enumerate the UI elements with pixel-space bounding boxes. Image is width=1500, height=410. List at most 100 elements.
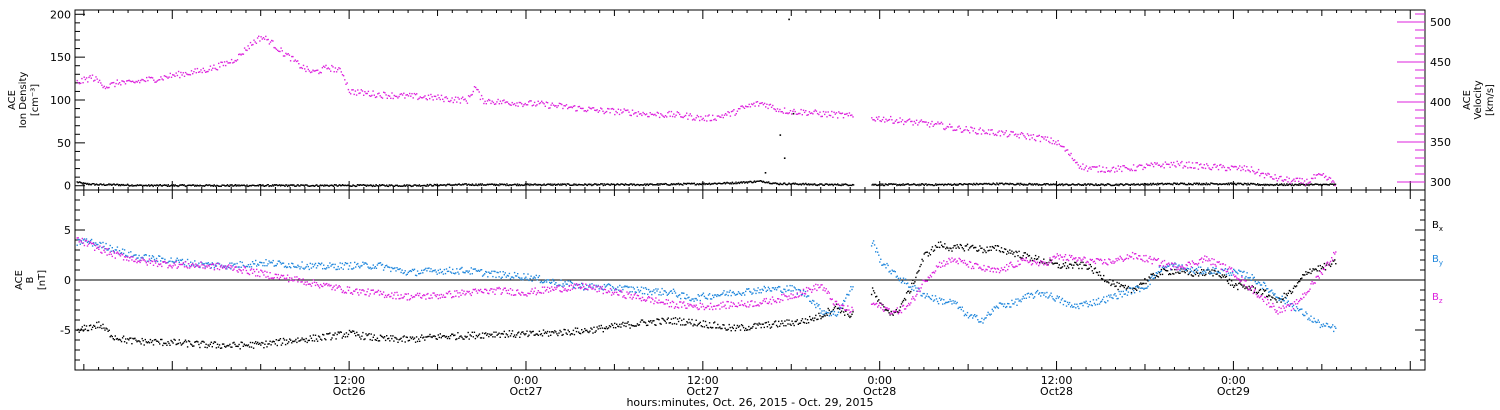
density-series-point [1228,183,1231,186]
by-series-point [940,299,942,301]
bx-series-point [1086,268,1088,270]
bx-series-point [1262,289,1265,291]
by-series-point [103,245,105,248]
velocity-series-point [180,71,182,74]
density-series-point [1225,183,1227,185]
density-series-point [484,184,486,186]
by-series-point [226,268,228,270]
bx-series-point [505,333,507,335]
velocity-series-point [497,98,499,101]
velocity-series-point [97,81,100,83]
density-series-point [131,184,133,186]
velocity-series-point [970,126,972,128]
density-series-point [1239,182,1241,184]
velocity-series-point [1083,168,1085,171]
velocity-series-point [159,79,161,81]
bx-series-point [245,344,248,346]
density-series-point [1048,184,1050,186]
density-series-point [528,183,530,185]
y-tick-label-velocity: 500 [1430,16,1451,29]
velocity-series-point [531,105,533,107]
bx-series-point [109,336,111,338]
density-series-point [1060,183,1063,185]
bx-series-point [1168,273,1170,276]
velocity-series-point [878,116,880,118]
by-series-point [582,284,584,286]
density-series-point [307,185,309,187]
bx-series-point [966,243,969,245]
density-series-point [1155,183,1157,185]
by-series-point [108,247,110,250]
density-series-point [443,184,445,186]
velocity-series-point [1273,178,1275,180]
density-series-point [662,183,665,185]
by-series-point [730,294,732,297]
by-series-point [273,265,275,267]
density-series-point [930,184,933,186]
by-series-point [578,283,581,286]
by-series-point [540,280,543,283]
velocity-series-point [404,97,406,99]
velocity-series-point [246,49,248,52]
velocity-series-point [895,119,898,121]
by-series-point [89,239,92,242]
bx-series-point [301,337,303,339]
density-series-point [941,183,943,185]
by-series-point [852,286,854,288]
bx-series-point [1194,273,1197,276]
bx-series-point [498,332,500,334]
velocity-series-point [681,116,683,118]
velocity-series-point [631,109,634,111]
by-series-point [114,249,116,251]
bx-series-point [539,333,542,336]
by-series-point [607,283,610,285]
velocity-series-point [1263,177,1266,179]
bx-series-point [1317,265,1319,267]
bx-series-point [547,335,550,337]
velocity-series-point [282,55,285,57]
bx-series-point [1088,267,1090,269]
density-series-point [275,184,277,186]
density-series-point [1254,183,1256,185]
velocity-series-point [543,103,545,105]
bx-series-point [996,245,999,247]
by-series-point [836,314,839,316]
bx-series-point [1024,252,1026,254]
bx-series-point [1197,275,1200,277]
bx-series-point [1308,272,1310,274]
velocity-series-point [984,132,986,135]
bx-series-point [740,324,743,326]
density-series-point [335,184,337,186]
velocity-series-point [1105,167,1108,169]
velocity-series-point [123,81,125,83]
density-series-point [573,183,575,185]
velocity-series-point [1169,166,1171,168]
by-series-point [402,272,404,275]
bx-series-point [912,279,914,281]
bx-series-point [1236,284,1238,286]
density-series-point [849,184,851,186]
density-series-point [1320,184,1323,187]
bx-series-point [1051,262,1053,264]
density-series-point [1330,183,1332,185]
density-series-point [447,183,449,185]
density-series-point [1013,184,1016,186]
bx-series-point [180,344,183,346]
bx-series-point [1270,299,1272,301]
velocity-series-point [371,94,373,97]
velocity-series-point [881,119,884,121]
velocity-series-point [319,71,321,73]
bx-series-point [968,247,971,249]
density-series-point [916,184,918,186]
bx-series-point [936,246,939,248]
density-series-point [695,184,697,186]
density-series-point [1234,183,1237,186]
bx-series-point [639,321,642,323]
velocity-series-point [998,130,1000,132]
density-series-point [1318,184,1320,186]
density-series-point [357,184,360,186]
density-series-point [1313,183,1315,186]
velocity-series-point [324,66,326,68]
density-series-point [141,185,144,188]
x-tick-label-date: Oct26 [333,385,366,398]
